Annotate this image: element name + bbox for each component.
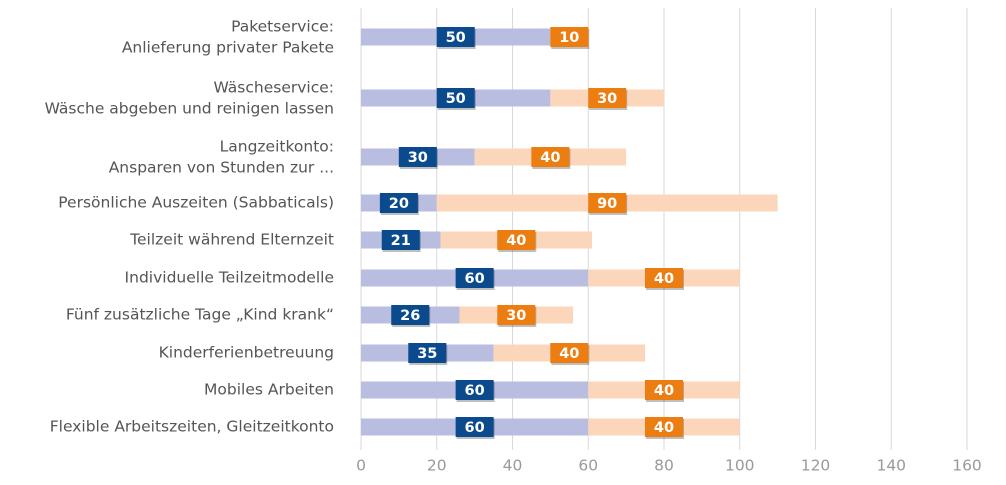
value-label-text: 21 [391, 233, 411, 249]
value-label-text: 30 [506, 308, 526, 324]
x-tick-label: 80 [654, 457, 674, 475]
category-label: Flexible Arbeitszeiten, Gleitzeitkonto [50, 418, 334, 436]
category-label: Fünf zusätzliche Tage „Kind krank“ [66, 306, 334, 324]
value-label-text: 30 [597, 91, 617, 107]
value-label-text: 50 [446, 91, 466, 107]
value-label-text: 40 [506, 233, 526, 249]
x-tick-label: 40 [503, 457, 523, 475]
value-label: 30 [398, 147, 438, 169]
category-label: Paketservice: Anlieferung privater Pakete [122, 17, 334, 56]
value-label-text: 40 [559, 346, 579, 362]
value-label: 21 [381, 230, 421, 252]
value-label-text: 60 [465, 271, 485, 287]
value-label-text: 10 [559, 30, 579, 46]
value-label-box [588, 193, 627, 213]
value-label: 50 [436, 88, 476, 110]
value-label: 60 [455, 268, 495, 290]
value-label-box [379, 193, 418, 213]
value-label: 90 [588, 193, 628, 215]
value-label-text: 40 [654, 420, 674, 436]
value-label: 10 [550, 27, 590, 49]
value-label-box [531, 147, 570, 167]
value-label-box [550, 343, 589, 363]
value-label-box [645, 380, 683, 400]
value-label: 40 [550, 343, 590, 365]
value-label-box [455, 268, 494, 288]
value-label-box [550, 27, 589, 47]
value-label-text: 60 [465, 383, 485, 399]
category-label: Teilzeit während Elternzeit [129, 231, 334, 249]
value-label-text: 90 [597, 196, 617, 212]
value-label: 35 [408, 343, 448, 365]
value-label: 60 [455, 380, 495, 402]
value-label-text: 40 [540, 150, 560, 166]
value-label-box [497, 305, 536, 325]
category-label: Wäscheservice: Wäsche abgeben und reinige… [45, 78, 334, 117]
value-label-box [381, 230, 420, 250]
value-label: 26 [391, 305, 431, 327]
value-label: 40 [497, 230, 537, 252]
category-label: Persönliche Auszeiten (Sabbaticals) [58, 194, 334, 212]
value-label-box [645, 268, 683, 288]
value-label: 40 [645, 268, 684, 290]
value-label-text: 40 [654, 383, 674, 399]
x-tick-label: 20 [427, 457, 447, 475]
value-label-box [398, 147, 437, 167]
value-label: 40 [531, 147, 571, 169]
value-label-text: 60 [465, 420, 485, 436]
value-label-box [436, 27, 475, 47]
value-label-box [436, 88, 475, 108]
value-label-box [455, 380, 494, 400]
value-label: 30 [588, 88, 628, 110]
value-label: 50 [436, 27, 476, 49]
value-label: 20 [379, 193, 419, 215]
category-label: Individuelle Teilzeitmodelle [125, 269, 334, 287]
value-label-text: 40 [654, 271, 674, 287]
value-label-text: 50 [446, 30, 466, 46]
value-label: 40 [645, 417, 684, 439]
x-tick-label: 0 [356, 457, 366, 475]
value-label-box [497, 230, 536, 250]
value-label-box [455, 417, 494, 437]
value-label-text: 35 [417, 346, 437, 362]
category-label: Langzeitkonto: Ansparen von Stunden zur .… [109, 137, 334, 176]
value-label-box [391, 305, 430, 325]
value-label-text: 30 [408, 150, 428, 166]
value-label-text: 20 [389, 196, 409, 212]
category-label: Kinderferienbetreuung [159, 344, 334, 362]
x-tick-label: 160 [952, 457, 982, 475]
x-tick-label: 60 [578, 457, 598, 475]
category-label: Mobiles Arbeiten [204, 381, 334, 399]
value-label-text: 26 [400, 308, 420, 324]
x-tick-label: 100 [725, 457, 755, 475]
value-label-box [588, 88, 627, 108]
value-label-box [645, 417, 683, 437]
value-label: 30 [497, 305, 537, 327]
x-tick-label: 120 [801, 457, 831, 475]
value-label-box [408, 343, 447, 363]
x-tick-label: 140 [876, 457, 906, 475]
value-label: 40 [645, 380, 684, 402]
value-label: 60 [455, 417, 495, 439]
